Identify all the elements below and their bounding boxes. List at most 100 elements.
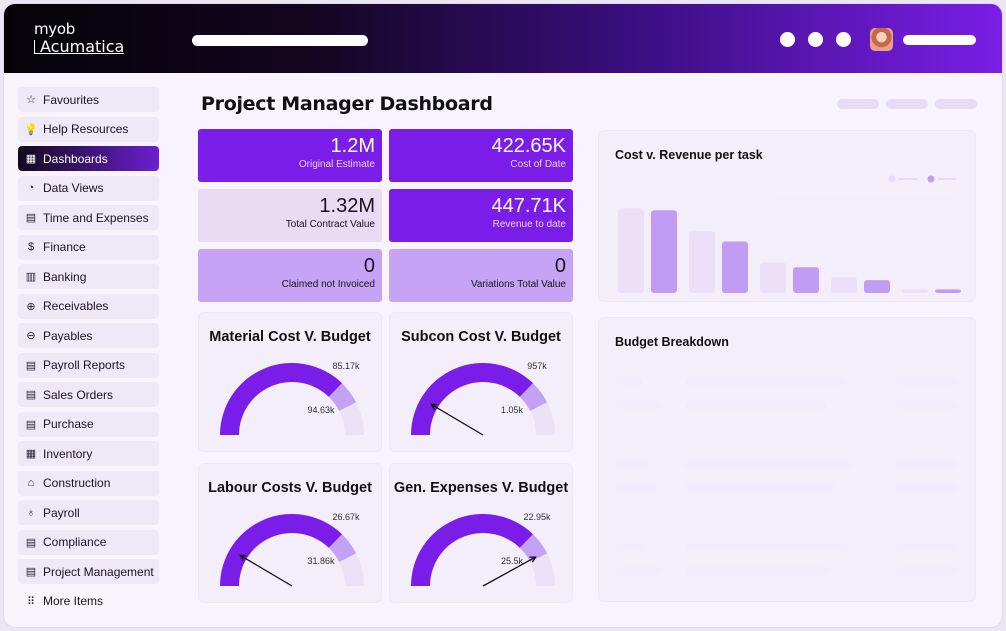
gauge-upper-label: 85.17k [332, 361, 360, 371]
sidebar-item-help-resources[interactable]: 💡 Help Resources [18, 116, 159, 142]
gauge-needle-arrowhead [529, 556, 537, 563]
sidebar-item-compliance[interactable]: ▤ Compliance [18, 529, 159, 555]
kpi-label: Revenue to date [492, 219, 566, 230]
budget-breakdown-title: Budget Breakdown [615, 335, 729, 349]
kpi-card[interactable]: 422.65K Cost of Date [389, 129, 573, 182]
filter-pill[interactable] [837, 99, 879, 109]
top-bar: myob Acumatica [4, 4, 1002, 73]
sidebar-item-sales-orders[interactable]: ▤ Sales Orders [18, 382, 159, 407]
gauge-actual-arc [411, 514, 534, 586]
cost-bar[interactable] [689, 231, 715, 293]
sidebar-item-label: Construction [43, 476, 111, 490]
sidebar-item-payroll[interactable]: ♁ Payroll [18, 500, 159, 525]
sidebar-item-banking[interactable]: ▥ Banking [18, 264, 159, 289]
bank-icon: ▥ [25, 271, 37, 283]
gauge-budget-arc [519, 534, 548, 562]
gauge-remaining-arc [339, 553, 364, 586]
kpi-card[interactable]: 0 Claimed not Invoiced [198, 249, 382, 302]
logo[interactable]: myob Acumatica [34, 20, 125, 55]
sales-icon: ▤ [25, 389, 37, 401]
revenue-bar[interactable] [793, 267, 819, 293]
gauge-chart: 957k 1.05k [411, 361, 555, 436]
search-bar[interactable] [192, 35, 368, 46]
legend-label-placeholder [899, 178, 917, 180]
sidebar-item-receivables[interactable]: ⊕ Receivables [18, 293, 159, 319]
sidebar-item-label: Data Views [43, 181, 104, 195]
sidebar-item-favourites[interactable]: ☆ Favourites [18, 87, 159, 112]
cost-bar[interactable] [831, 277, 857, 293]
gauge-remaining-arc [530, 402, 555, 435]
header-dot-icon[interactable] [780, 32, 795, 47]
app-window: myob Acumatica ☆ Favourites 💡 Help Resource… [3, 3, 1003, 628]
sidebar-item-purchase[interactable]: ▤ Purchase [18, 411, 159, 437]
cost-bar[interactable] [760, 262, 786, 293]
kpi-value: 1.2M [330, 135, 375, 157]
kpi-card[interactable]: 447.71K Revenue to date [389, 189, 573, 242]
sidebar-item-more-items[interactable]: ⠿ More Items [18, 589, 159, 614]
gauge-title: Material Cost V. Budget [209, 329, 371, 345]
sidebar-item-label: Favourites [43, 92, 100, 107]
sidebar-item-label: Payroll [43, 505, 80, 520]
gauge-budget-arc [328, 534, 357, 562]
revenue-bar[interactable] [722, 241, 748, 293]
revenue-bar[interactable] [935, 289, 961, 293]
sidebar-item-label: Help Resources [43, 122, 129, 136]
sidebar: ☆ Favourites 💡 Help Resources ▦ Dashboards ◔ Da… [18, 87, 159, 618]
receivables-icon: ⊕ [26, 300, 36, 313]
budget-row-placeholder [615, 484, 655, 491]
sidebar-item-payables[interactable]: ⊖ Payables [18, 323, 159, 348]
user-name-placeholder[interactable] [903, 35, 976, 45]
logo-text-top: myob [34, 20, 75, 38]
lightbulb-icon: 💡 [24, 123, 38, 136]
kpi-label: Claimed not Invoiced [281, 279, 375, 290]
purchase-icon: ▤ [25, 418, 37, 431]
budget-row-placeholder [895, 461, 957, 468]
cost-bar[interactable] [902, 289, 928, 293]
sidebar-item-time-and-expenses[interactable]: ▤ Time and Expenses [18, 205, 159, 230]
kpi-value: 0 [554, 255, 566, 277]
sidebar-item-label: Sales Orders [43, 387, 114, 402]
sidebar-item-label: Receivables [43, 299, 109, 313]
gauge-needle-arrowhead [430, 403, 438, 410]
filter-pill[interactable] [935, 99, 977, 109]
grid-icon: ⠿ [26, 595, 36, 608]
sidebar-item-label: Time and Expenses [43, 210, 149, 225]
sidebar-item-data-views[interactable]: ◔ Data Views [18, 175, 159, 201]
revenue-bar[interactable] [864, 280, 890, 293]
sidebar-item-construction[interactable]: ⌂ Construction [18, 470, 159, 496]
cost-bar[interactable] [618, 208, 644, 293]
gauge-budget-arc [519, 383, 548, 411]
kpi-card[interactable]: 1.2M Original Estimate [198, 129, 382, 182]
dollar-icon: $ [27, 241, 35, 253]
budget-row-placeholder [685, 484, 835, 491]
kpi-value: 1.32M [319, 195, 375, 217]
gauge-remaining-arc [339, 402, 364, 435]
sidebar-item-payroll-reports[interactable]: ▤ Payroll Reports [18, 352, 159, 378]
logo-text-bottom: Acumatica [34, 39, 125, 55]
gauge-chart: 85.17k 94.63k [220, 361, 364, 435]
cost-revenue-title: Cost v. Revenue per task [615, 148, 763, 162]
sidebar-item-finance[interactable]: $ Finance [18, 234, 159, 260]
budget-row-placeholder [615, 567, 661, 574]
sidebar-item-inventory[interactable]: ▦ Inventory [18, 441, 159, 466]
inventory-icon: ▦ [25, 448, 37, 460]
pie-chart-icon: ◔ [27, 182, 35, 194]
kpi-card[interactable]: 1.32M Total Contract Value [198, 189, 382, 242]
revenue-bar[interactable] [651, 210, 677, 293]
gauge-chart: 26.67k 31.86k [220, 512, 364, 587]
budget-breakdown-card: Budget Breakdown [598, 317, 976, 602]
avatar[interactable] [870, 28, 893, 51]
kpi-card[interactable]: 0 Variations Total Value [389, 249, 573, 302]
sidebar-item-project-management[interactable]: ▤ Project Management [18, 559, 159, 584]
filter-pill[interactable] [886, 99, 928, 109]
sidebar-item-label: Project Management [43, 564, 154, 579]
kpi-value: 422.65K [491, 135, 566, 157]
budget-row-placeholder [895, 544, 957, 551]
gauge-needle [431, 403, 484, 436]
header-dot-icon[interactable] [836, 32, 851, 47]
sidebar-item-dashboards[interactable]: ▦ Dashboards [18, 146, 159, 171]
sidebar-item-label: Dashboards [43, 151, 108, 166]
gauge-upper-label: 26.67k [332, 512, 360, 522]
header-dot-icon[interactable] [808, 32, 823, 47]
page-title: Project Manager Dashboard [201, 93, 493, 115]
